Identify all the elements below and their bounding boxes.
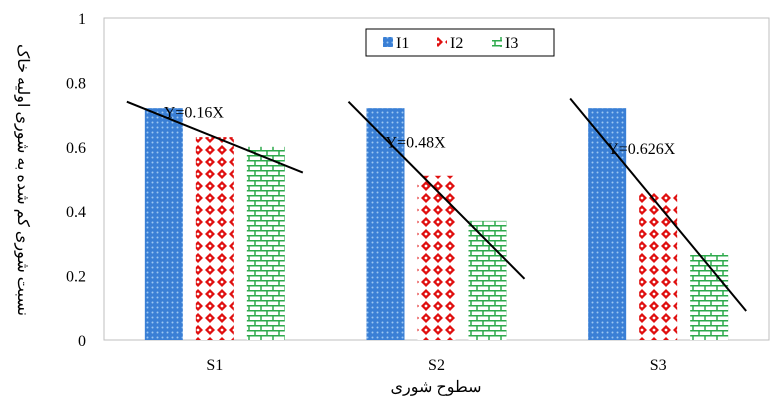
bar-i3-s1	[246, 146, 285, 340]
legend-label-i2: I2	[450, 35, 463, 52]
legend: I1 I2 I3	[365, 28, 555, 57]
bar-i1-s3	[588, 108, 627, 340]
legend-label-i3: I3	[505, 35, 518, 52]
legend-swatch-i2	[437, 37, 447, 47]
bar-i2-s1	[195, 137, 234, 340]
bar-i2-s3	[639, 191, 678, 340]
bar-i2-s2	[417, 175, 456, 340]
legend-box	[365, 28, 555, 57]
trendline-s2	[347, 101, 526, 280]
x-tick-label-s1: S1	[206, 357, 223, 374]
bars	[144, 108, 729, 340]
trendline-label-s2: Y=0.48X	[386, 134, 447, 151]
y-tick-label-0: 0	[78, 333, 86, 350]
x-axis-title: سطوح شوری	[390, 379, 481, 396]
x-tick-label-s2: S2	[428, 357, 445, 374]
trendline-s3	[569, 97, 747, 312]
legend-swatch-i3	[492, 37, 502, 47]
bar-i3-s2	[468, 220, 507, 340]
y-axis-ticks: 0 0.2 0.4 0.6 0.8 1	[66, 11, 86, 350]
trendline-label-s3: Y=0.626X	[607, 141, 676, 158]
legend-swatch-i1	[383, 37, 393, 47]
legend-label-i1: I1	[396, 35, 409, 52]
trendline-label-s1: Y=0.16X	[164, 105, 225, 122]
trendline-s1	[126, 100, 304, 174]
y-axis-title: نسبت شوری کم شده به شوری اولیه خاک	[14, 44, 31, 316]
bar-i1-s2	[366, 108, 405, 340]
y-tick-label-1: 0.2	[66, 269, 86, 286]
trendlines: Y=0.16X Y=0.48X Y=0.626X	[126, 97, 747, 312]
y-tick-label-4: 0.8	[66, 75, 86, 92]
y-tick-label-2: 0.4	[66, 204, 86, 221]
bar-i1-s1	[144, 108, 183, 340]
x-tick-label-s3: S3	[650, 357, 667, 374]
y-tick-label-3: 0.6	[66, 140, 86, 157]
y-tick-label-5: 1	[78, 11, 86, 28]
x-axis-ticks: S1 S2 S3	[206, 357, 666, 374]
